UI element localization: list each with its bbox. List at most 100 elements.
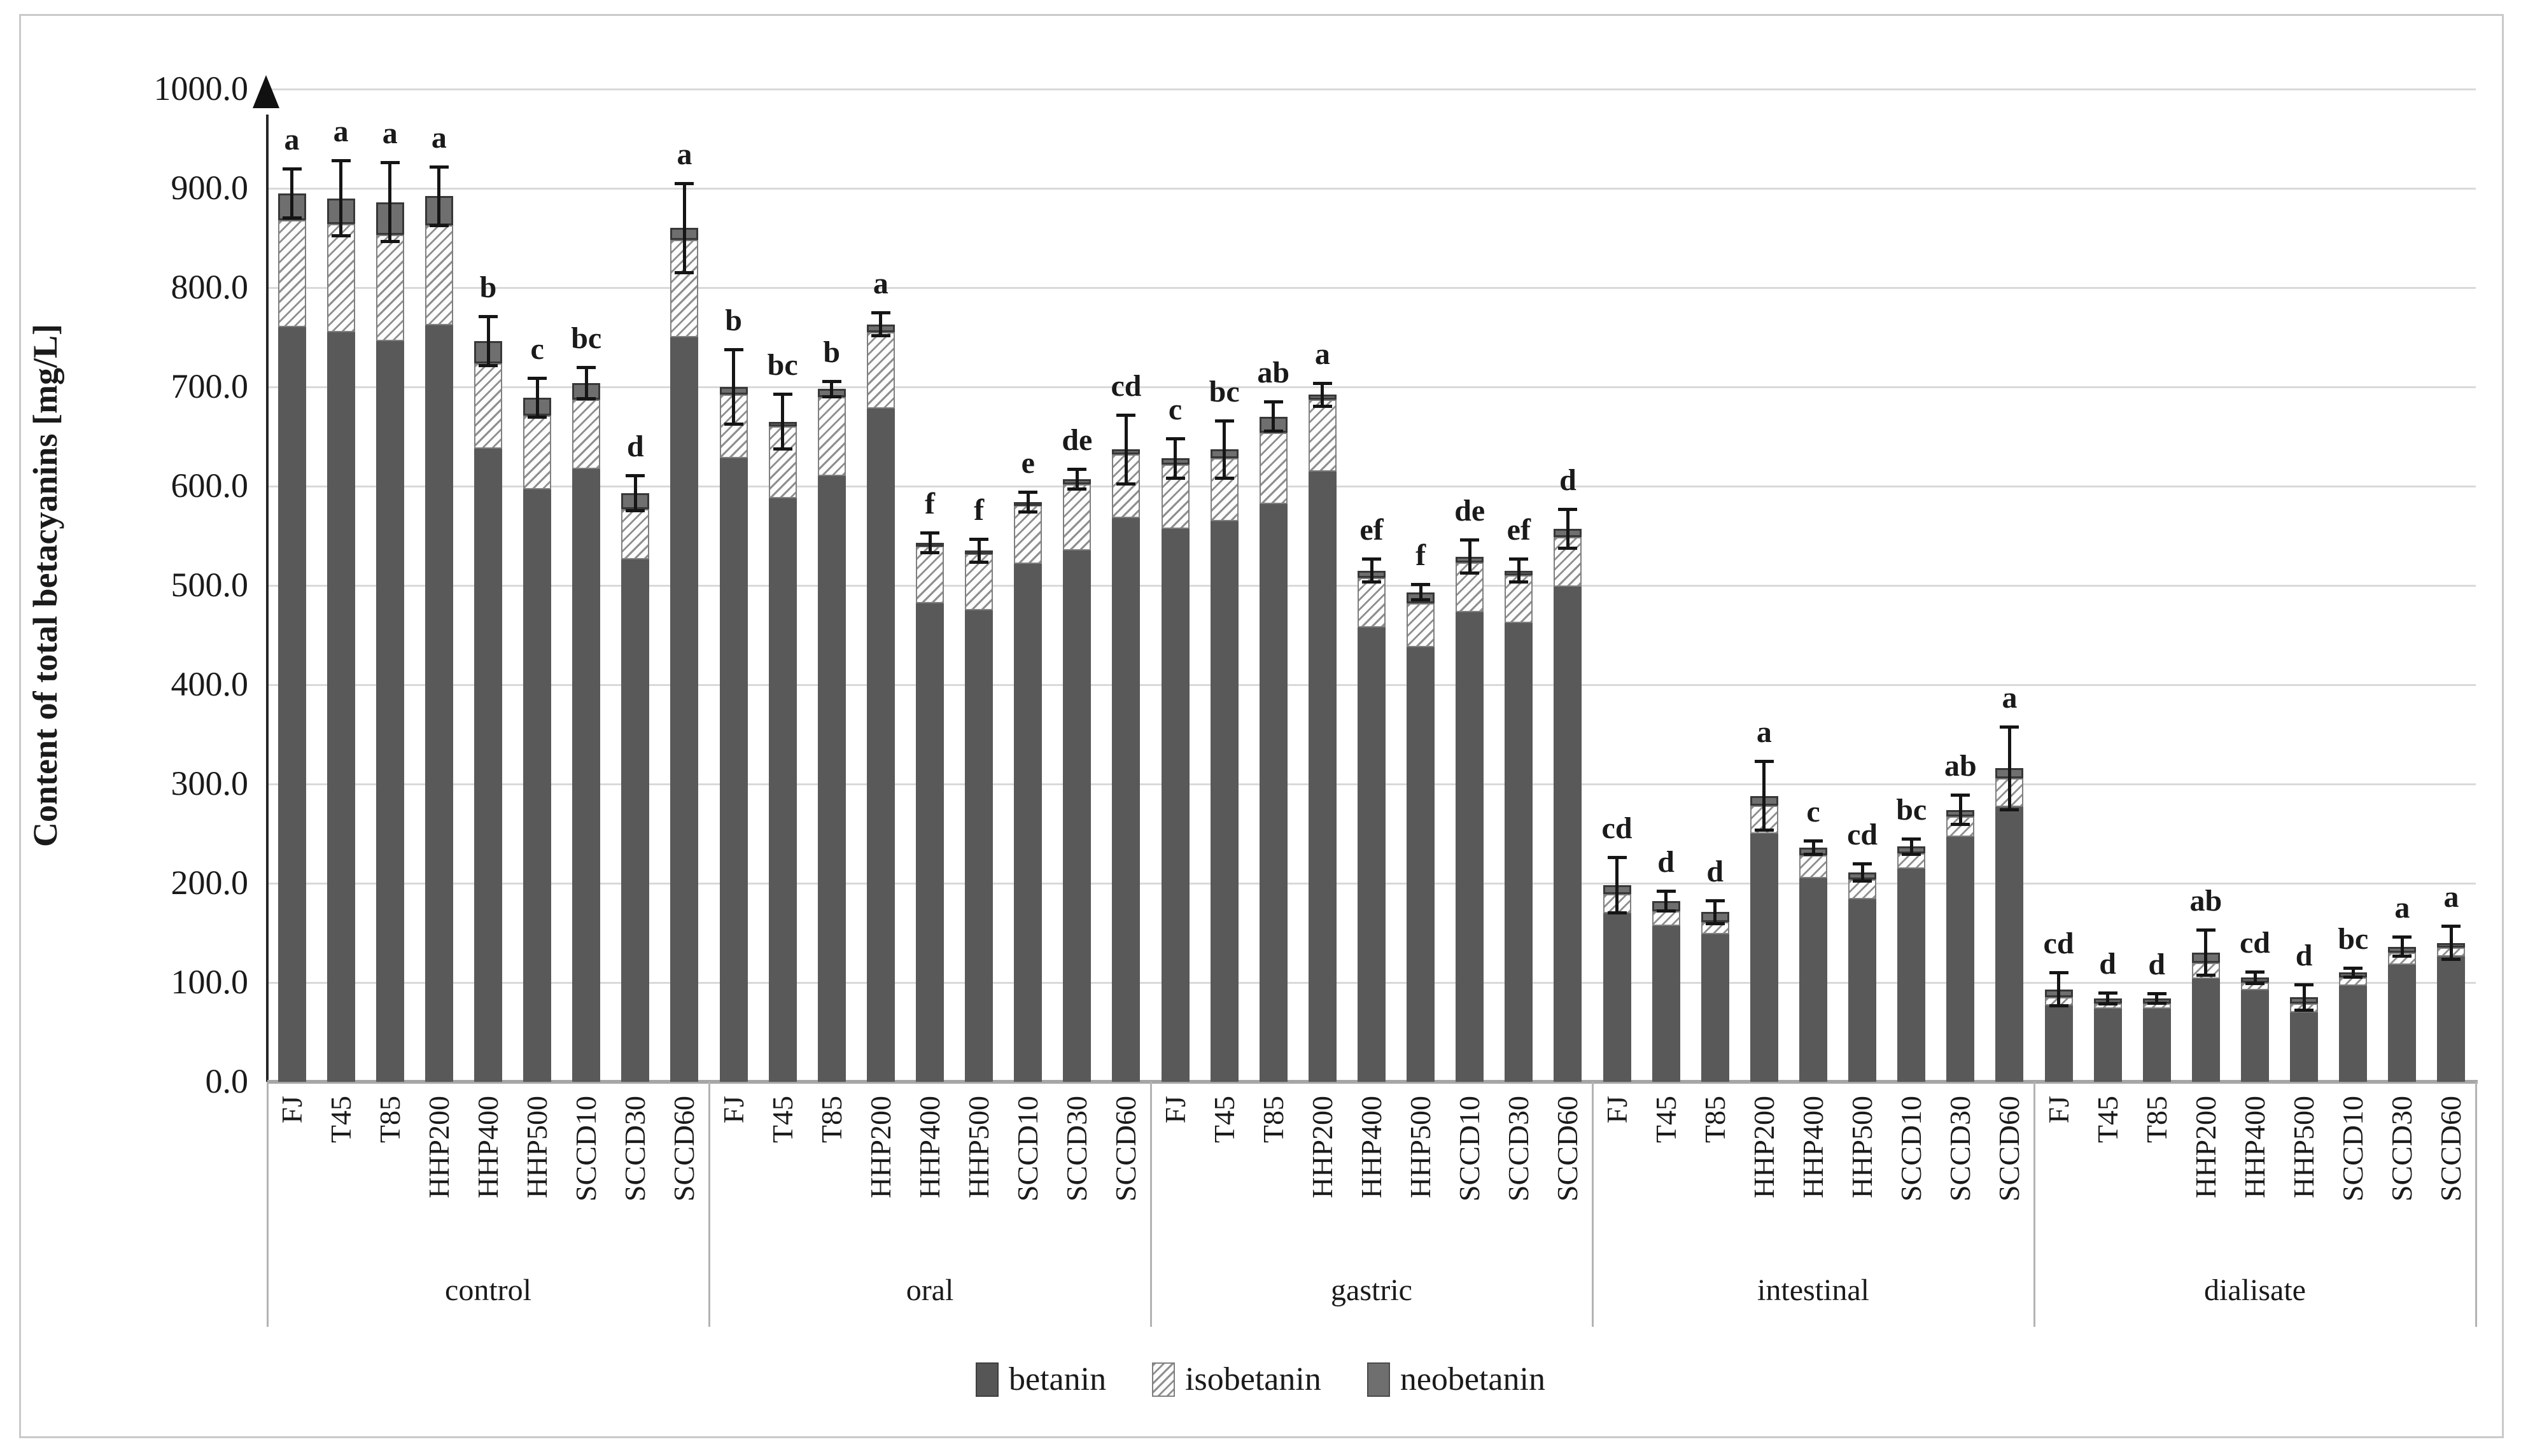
bar-segment-isobetanin (621, 508, 650, 560)
x-tick-label: HHP200 (1747, 1096, 1780, 1199)
x-tick-label: HHP200 (422, 1096, 455, 1199)
error-bar-bottom-cap (2294, 1008, 2314, 1012)
bar-segment-betanin (1799, 878, 1827, 1082)
error-bar-top-cap (1165, 437, 1185, 441)
error-bar-bottom-cap (2000, 808, 2019, 811)
bar-segment-isobetanin (1112, 454, 1141, 518)
error-bar-bottom-cap (1754, 829, 1774, 832)
error-bar-top-cap (1951, 794, 1970, 797)
error-bar (1762, 761, 1766, 831)
bar-segment-isobetanin (572, 400, 601, 470)
gridline (267, 386, 2476, 388)
error-bar (1419, 584, 1422, 601)
error-bar-top-cap (1607, 856, 1627, 860)
group-separator (1592, 1082, 1594, 1327)
error-bar-bottom-cap (2147, 1001, 2166, 1005)
x-tick-label: FJ (717, 1096, 750, 1124)
x-tick-label: SCCD10 (1453, 1096, 1486, 1202)
error-bar-top-cap (822, 379, 841, 383)
bar-segment-betanin (1897, 868, 1926, 1082)
x-tick-label: T85 (373, 1096, 406, 1144)
significance-letter: a (333, 115, 349, 149)
error-bar-top-cap (724, 347, 743, 351)
error-bar (1321, 382, 1324, 407)
bar-segment-betanin (2437, 956, 2466, 1082)
significance-letter: d (2295, 939, 2313, 973)
significance-letter: cd (2240, 925, 2270, 960)
bar-segment-betanin (2339, 985, 2368, 1082)
significance-letter: a (431, 120, 447, 155)
error-bar-bottom-cap (1116, 482, 1136, 486)
error-bar (781, 393, 785, 450)
x-tick-label: T45 (1649, 1096, 1682, 1144)
x-tick-label: HHP400 (913, 1096, 946, 1199)
error-bar-top-cap (2098, 991, 2117, 995)
error-bar (584, 367, 588, 399)
bar-segment-betanin (1946, 836, 1975, 1082)
bar-segment-betanin (817, 476, 846, 1082)
error-bar-bottom-cap (2245, 981, 2265, 985)
bar-segment-isobetanin (866, 332, 895, 409)
legend-label-neobetanin: neobetanin (1400, 1361, 1545, 1397)
error-bar-top-cap (2441, 925, 2461, 928)
bar-segment-betanin (1210, 521, 1239, 1082)
error-bar-top-cap (331, 159, 351, 163)
legend-label-betanin: betanin (1009, 1361, 1107, 1397)
x-tick-label: HHP400 (1355, 1096, 1387, 1199)
error-bar (1370, 558, 1373, 583)
error-bar-bottom-cap (282, 216, 302, 220)
x-tick-label: SCCD30 (1502, 1096, 1535, 1202)
x-axis-line (267, 1080, 2478, 1084)
bar-segment-isobetanin (425, 225, 453, 326)
bar-segment-betanin (327, 332, 355, 1082)
x-tick-label: T85 (1698, 1096, 1731, 1144)
error-bar-top-cap (1263, 400, 1283, 404)
significance-letter: c (1168, 393, 1183, 427)
error-bar-top-cap (1067, 468, 1087, 472)
legend-item-betanin: betanin (976, 1361, 1106, 1398)
y-tick-label: 1000.0 (153, 69, 249, 108)
bar-segment-betanin (277, 327, 306, 1082)
significance-letter: a (1756, 715, 1772, 750)
bar-segment-betanin (866, 409, 895, 1082)
bar-segment-betanin (2142, 1008, 2171, 1082)
significance-letter: bc (1209, 375, 1240, 409)
bar-segment-isobetanin (817, 396, 846, 477)
bar-segment-betanin (376, 341, 404, 1082)
error-bar-bottom-cap (1018, 510, 1038, 514)
group-separator (2475, 1082, 2477, 1327)
error-bar (388, 162, 392, 242)
error-bar (1958, 795, 1962, 825)
y-axis-arrow-icon (253, 75, 279, 108)
significance-letter: c (530, 332, 544, 366)
x-tick-label: SCCD60 (1109, 1096, 1142, 1202)
error-bar (1615, 857, 1619, 913)
significance-letter: f (1415, 538, 1426, 573)
group-label: dialisate (2204, 1273, 2306, 1307)
significance-letter: d (1706, 854, 1724, 888)
group-label: oral (906, 1273, 954, 1307)
error-bar-bottom-cap (2343, 976, 2363, 979)
error-bar-top-cap (1116, 413, 1136, 417)
bar-segment-isobetanin (1799, 855, 1827, 879)
group-separator (1150, 1082, 1152, 1327)
x-tick-label: FJ (1158, 1096, 1191, 1124)
error-bar-bottom-cap (1460, 571, 1480, 575)
bar-segment-isobetanin (1407, 603, 1435, 647)
significance-letter: a (382, 116, 398, 151)
error-bar-bottom-cap (1509, 580, 1529, 584)
error-bar-bottom-cap (1558, 547, 1578, 550)
error-bar (2106, 992, 2110, 1005)
significance-letter: f (925, 487, 935, 521)
significance-letter: d (2148, 948, 2166, 982)
error-bar-bottom-cap (2049, 1004, 2068, 1008)
error-bar-top-cap (2000, 725, 2019, 729)
bar-segment-betanin (670, 337, 699, 1082)
x-tick-label: T45 (766, 1096, 799, 1144)
significance-letter: a (2394, 891, 2410, 925)
group-separator (708, 1082, 710, 1327)
error-bar-bottom-cap (822, 395, 841, 398)
significance-letter: c (1806, 794, 1820, 829)
error-bar-bottom-cap (1951, 822, 1970, 826)
